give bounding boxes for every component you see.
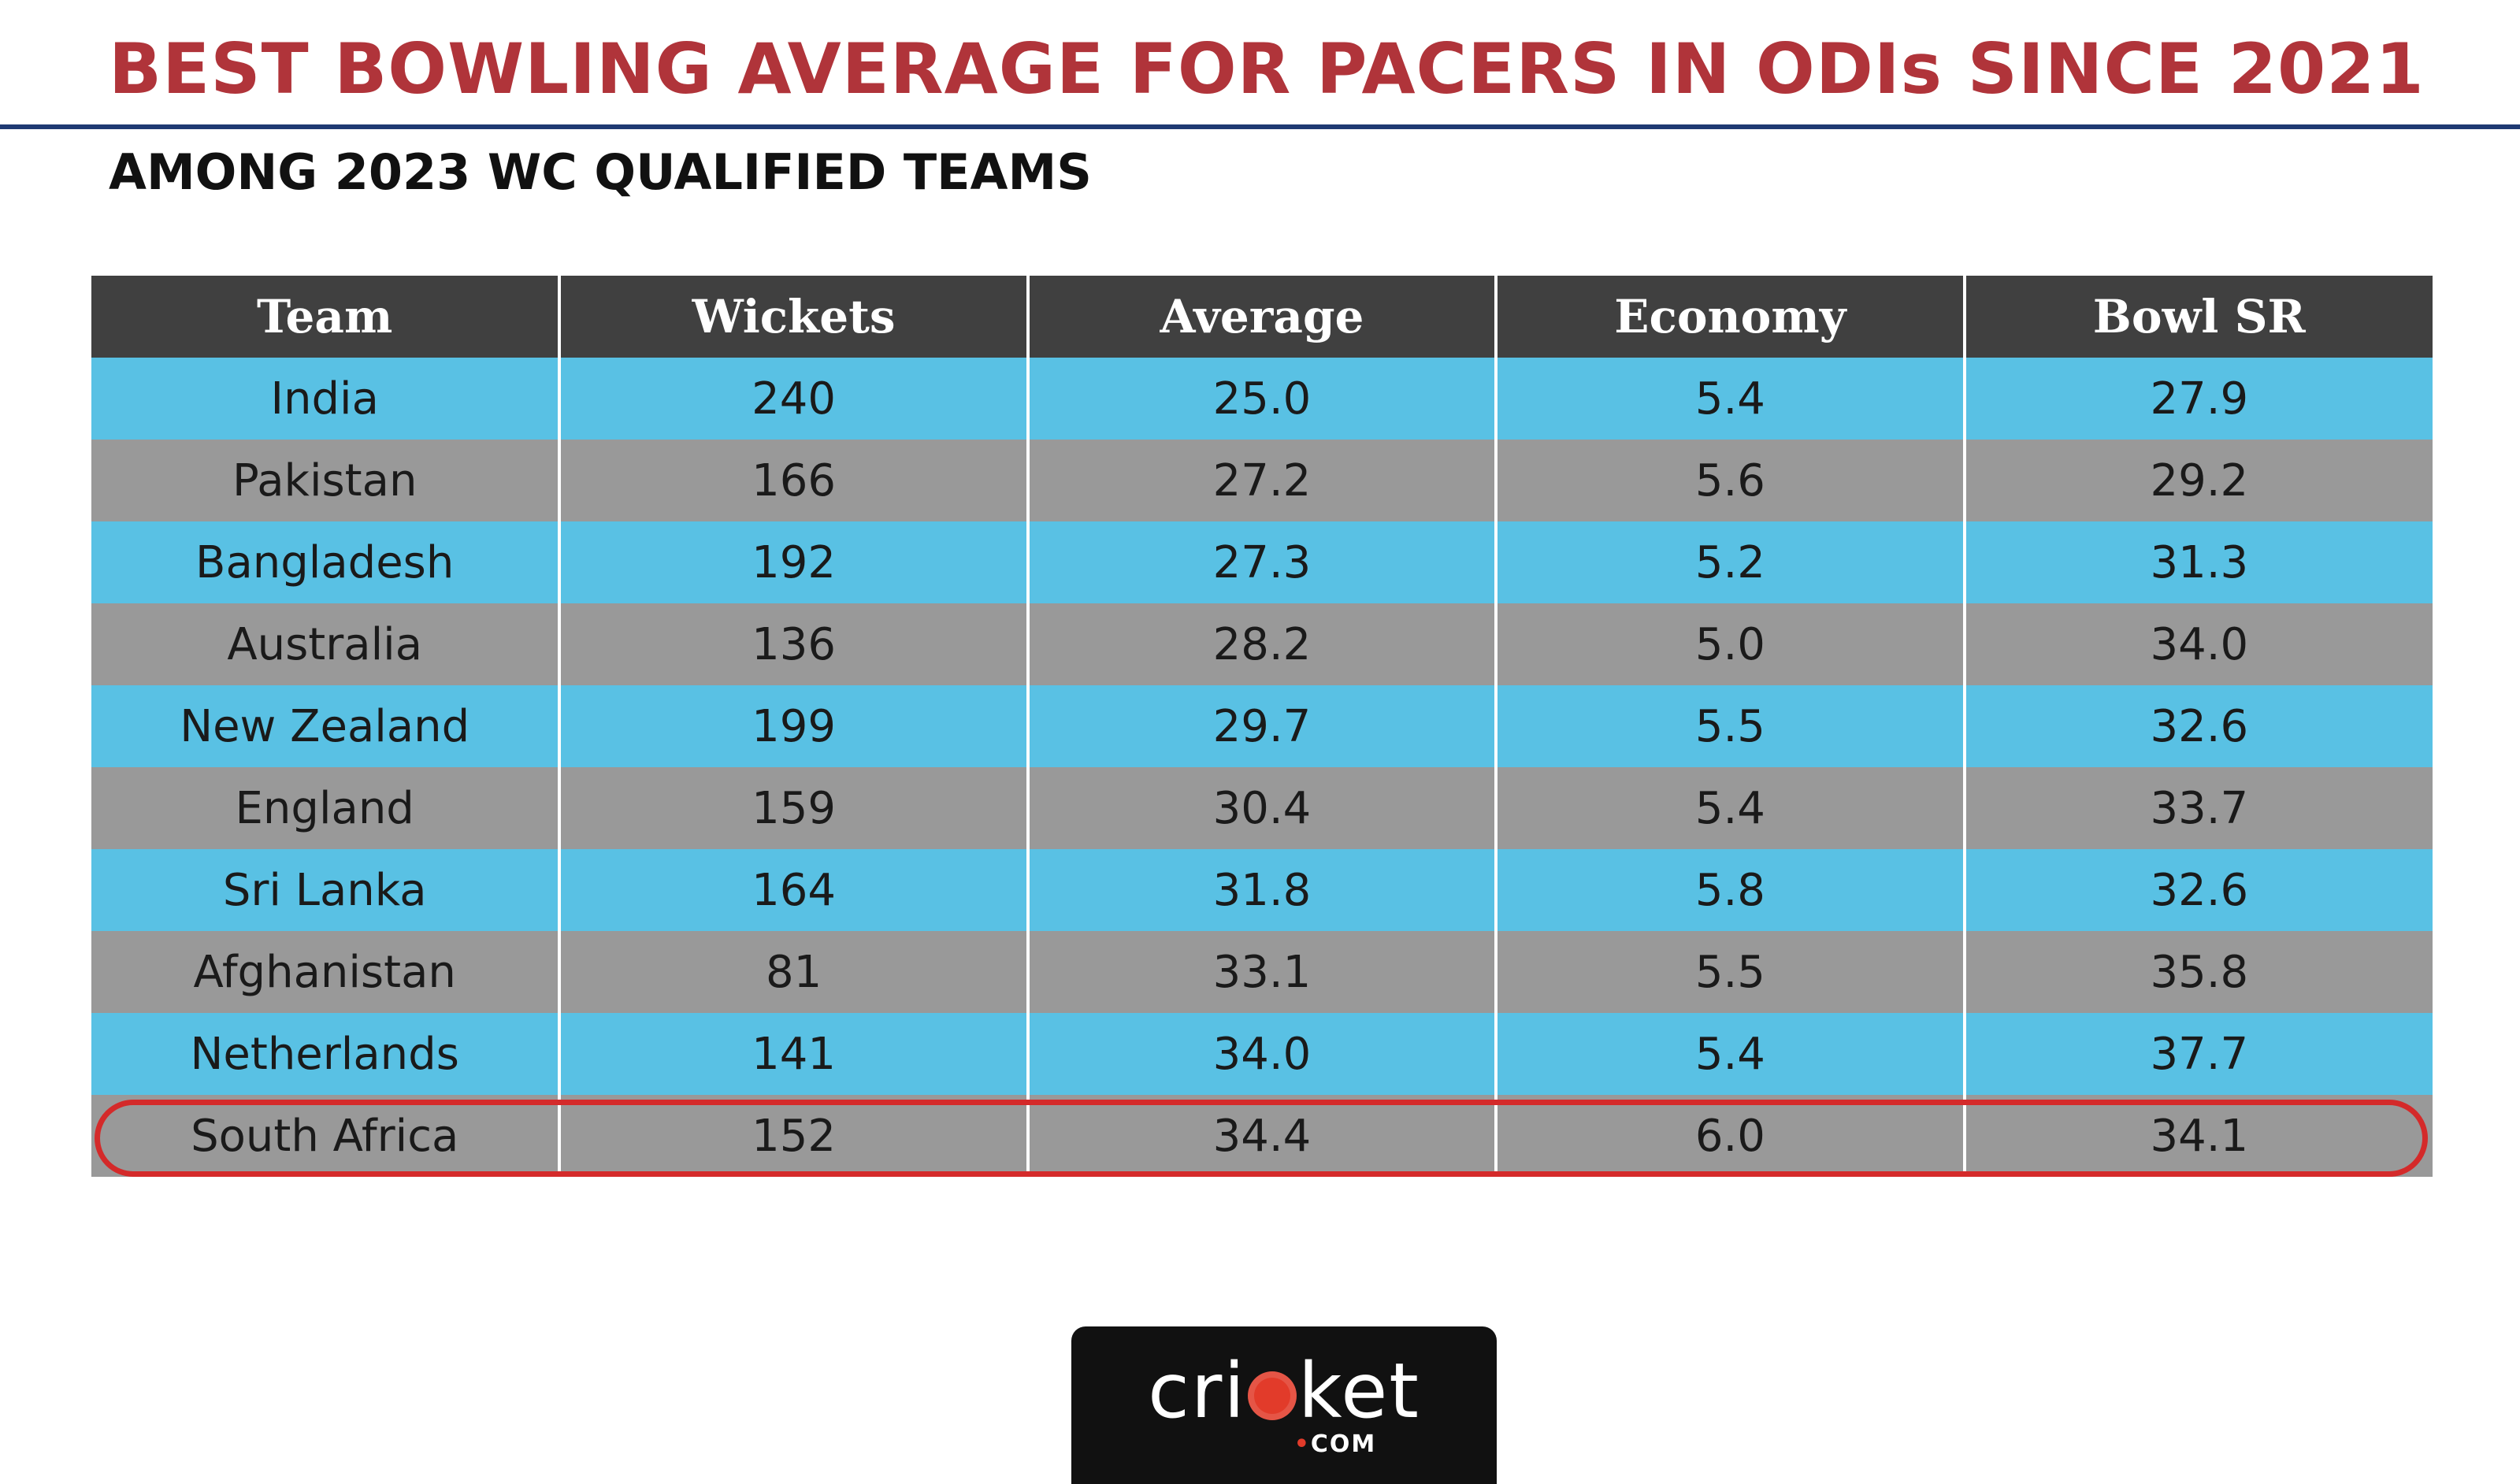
table-row: Australia 136 28.2 5.0 34.0 (91, 603, 2433, 685)
table-row: Netherlands 141 34.0 5.4 37.7 (91, 1013, 2433, 1095)
cell-team: England (91, 767, 560, 849)
cell-average: 25.0 (1026, 358, 1497, 440)
cell-wickets: 240 (558, 358, 1028, 440)
cell-bowl-sr: 32.6 (1962, 685, 2433, 767)
cell-wickets: 199 (558, 685, 1028, 767)
cell-bowl-sr: 31.3 (1962, 521, 2433, 603)
cell-team: Sri Lanka (91, 849, 560, 931)
table-row-highlighted: South Africa 152 34.4 6.0 34.1 (91, 1095, 2433, 1177)
cell-average: 28.2 (1026, 603, 1497, 685)
cell-bowl-sr: 37.7 (1962, 1013, 2433, 1095)
logo-suffix: •COM (1294, 1430, 1377, 1458)
cell-team: India (91, 358, 560, 440)
cell-wickets: 164 (558, 849, 1028, 931)
logo-text-left: cri (1148, 1346, 1247, 1435)
logo-suffix-text: COM (1310, 1430, 1377, 1458)
table-row: New Zealand 199 29.7 5.5 32.6 (91, 685, 2433, 767)
table-row: Sri Lanka 164 31.8 5.8 32.6 (91, 849, 2433, 931)
cell-economy: 5.4 (1494, 767, 1965, 849)
cell-average: 27.3 (1026, 521, 1497, 603)
cell-bowl-sr: 34.0 (1962, 603, 2433, 685)
cell-wickets: 159 (558, 767, 1028, 849)
header-bowl-sr: Bowl SR (1962, 276, 2433, 358)
cell-average: 30.4 (1026, 767, 1497, 849)
logo-text-right: ket (1298, 1346, 1420, 1435)
cell-bowl-sr: 35.8 (1962, 931, 2433, 1013)
cricket-ball-icon (1248, 1371, 1297, 1421)
cell-average: 34.4 (1026, 1095, 1497, 1177)
cell-bowl-sr: 34.1 (1962, 1095, 2433, 1177)
header-average: Average (1026, 276, 1497, 358)
logo-wordmark: cri ket (1148, 1353, 1420, 1429)
cell-team: Bangladesh (91, 521, 560, 603)
table-row: England 159 30.4 5.4 33.7 (91, 767, 2433, 849)
stats-table: Team Wickets Average Economy Bowl SR Ind… (91, 276, 2433, 1177)
cell-economy: 5.5 (1494, 685, 1965, 767)
cell-bowl-sr: 27.9 (1962, 358, 2433, 440)
cell-economy: 5.6 (1494, 440, 1965, 521)
cell-wickets: 166 (558, 440, 1028, 521)
table-row: Bangladesh 192 27.3 5.2 31.3 (91, 521, 2433, 603)
cell-team: New Zealand (91, 685, 560, 767)
cell-wickets: 141 (558, 1013, 1028, 1095)
cell-economy: 5.5 (1494, 931, 1965, 1013)
logo-dot: • (1293, 1430, 1311, 1458)
cell-team: Australia (91, 603, 560, 685)
header-economy: Economy (1494, 276, 1965, 358)
table-row: Pakistan 166 27.2 5.6 29.2 (91, 440, 2433, 521)
cell-wickets: 136 (558, 603, 1028, 685)
cell-average: 29.7 (1026, 685, 1497, 767)
cell-average: 33.1 (1026, 931, 1497, 1013)
cell-wickets: 192 (558, 521, 1028, 603)
cell-economy: 6.0 (1494, 1095, 1965, 1177)
cell-economy: 5.0 (1494, 603, 1965, 685)
cell-team: Afghanistan (91, 931, 560, 1013)
page-title: BEST BOWLING AVERAGE FOR PACERS IN ODIs … (109, 28, 2425, 109)
cell-economy: 5.4 (1494, 1013, 1965, 1095)
table-header-row: Team Wickets Average Economy Bowl SR (91, 276, 2433, 358)
page-subtitle: AMONG 2023 WC QUALIFIED TEAMS (109, 143, 1092, 201)
cell-team: Pakistan (91, 440, 560, 521)
header-wickets: Wickets (558, 276, 1028, 358)
brand-logo: cri ket •COM (1071, 1326, 1497, 1484)
cell-economy: 5.8 (1494, 849, 1965, 931)
cell-wickets: 81 (558, 931, 1028, 1013)
cell-bowl-sr: 33.7 (1962, 767, 2433, 849)
table-row: India 240 25.0 5.4 27.9 (91, 358, 2433, 440)
cell-bowl-sr: 29.2 (1962, 440, 2433, 521)
cell-team: South Africa (91, 1095, 560, 1177)
cell-average: 34.0 (1026, 1013, 1497, 1095)
cell-team: Netherlands (91, 1013, 560, 1095)
cell-bowl-sr: 32.6 (1962, 849, 2433, 931)
cell-economy: 5.2 (1494, 521, 1965, 603)
table-row: Afghanistan 81 33.1 5.5 35.8 (91, 931, 2433, 1013)
title-divider (0, 124, 2520, 129)
header-team: Team (91, 276, 560, 358)
cell-wickets: 152 (558, 1095, 1028, 1177)
cell-average: 31.8 (1026, 849, 1497, 931)
cell-average: 27.2 (1026, 440, 1497, 521)
cell-economy: 5.4 (1494, 358, 1965, 440)
